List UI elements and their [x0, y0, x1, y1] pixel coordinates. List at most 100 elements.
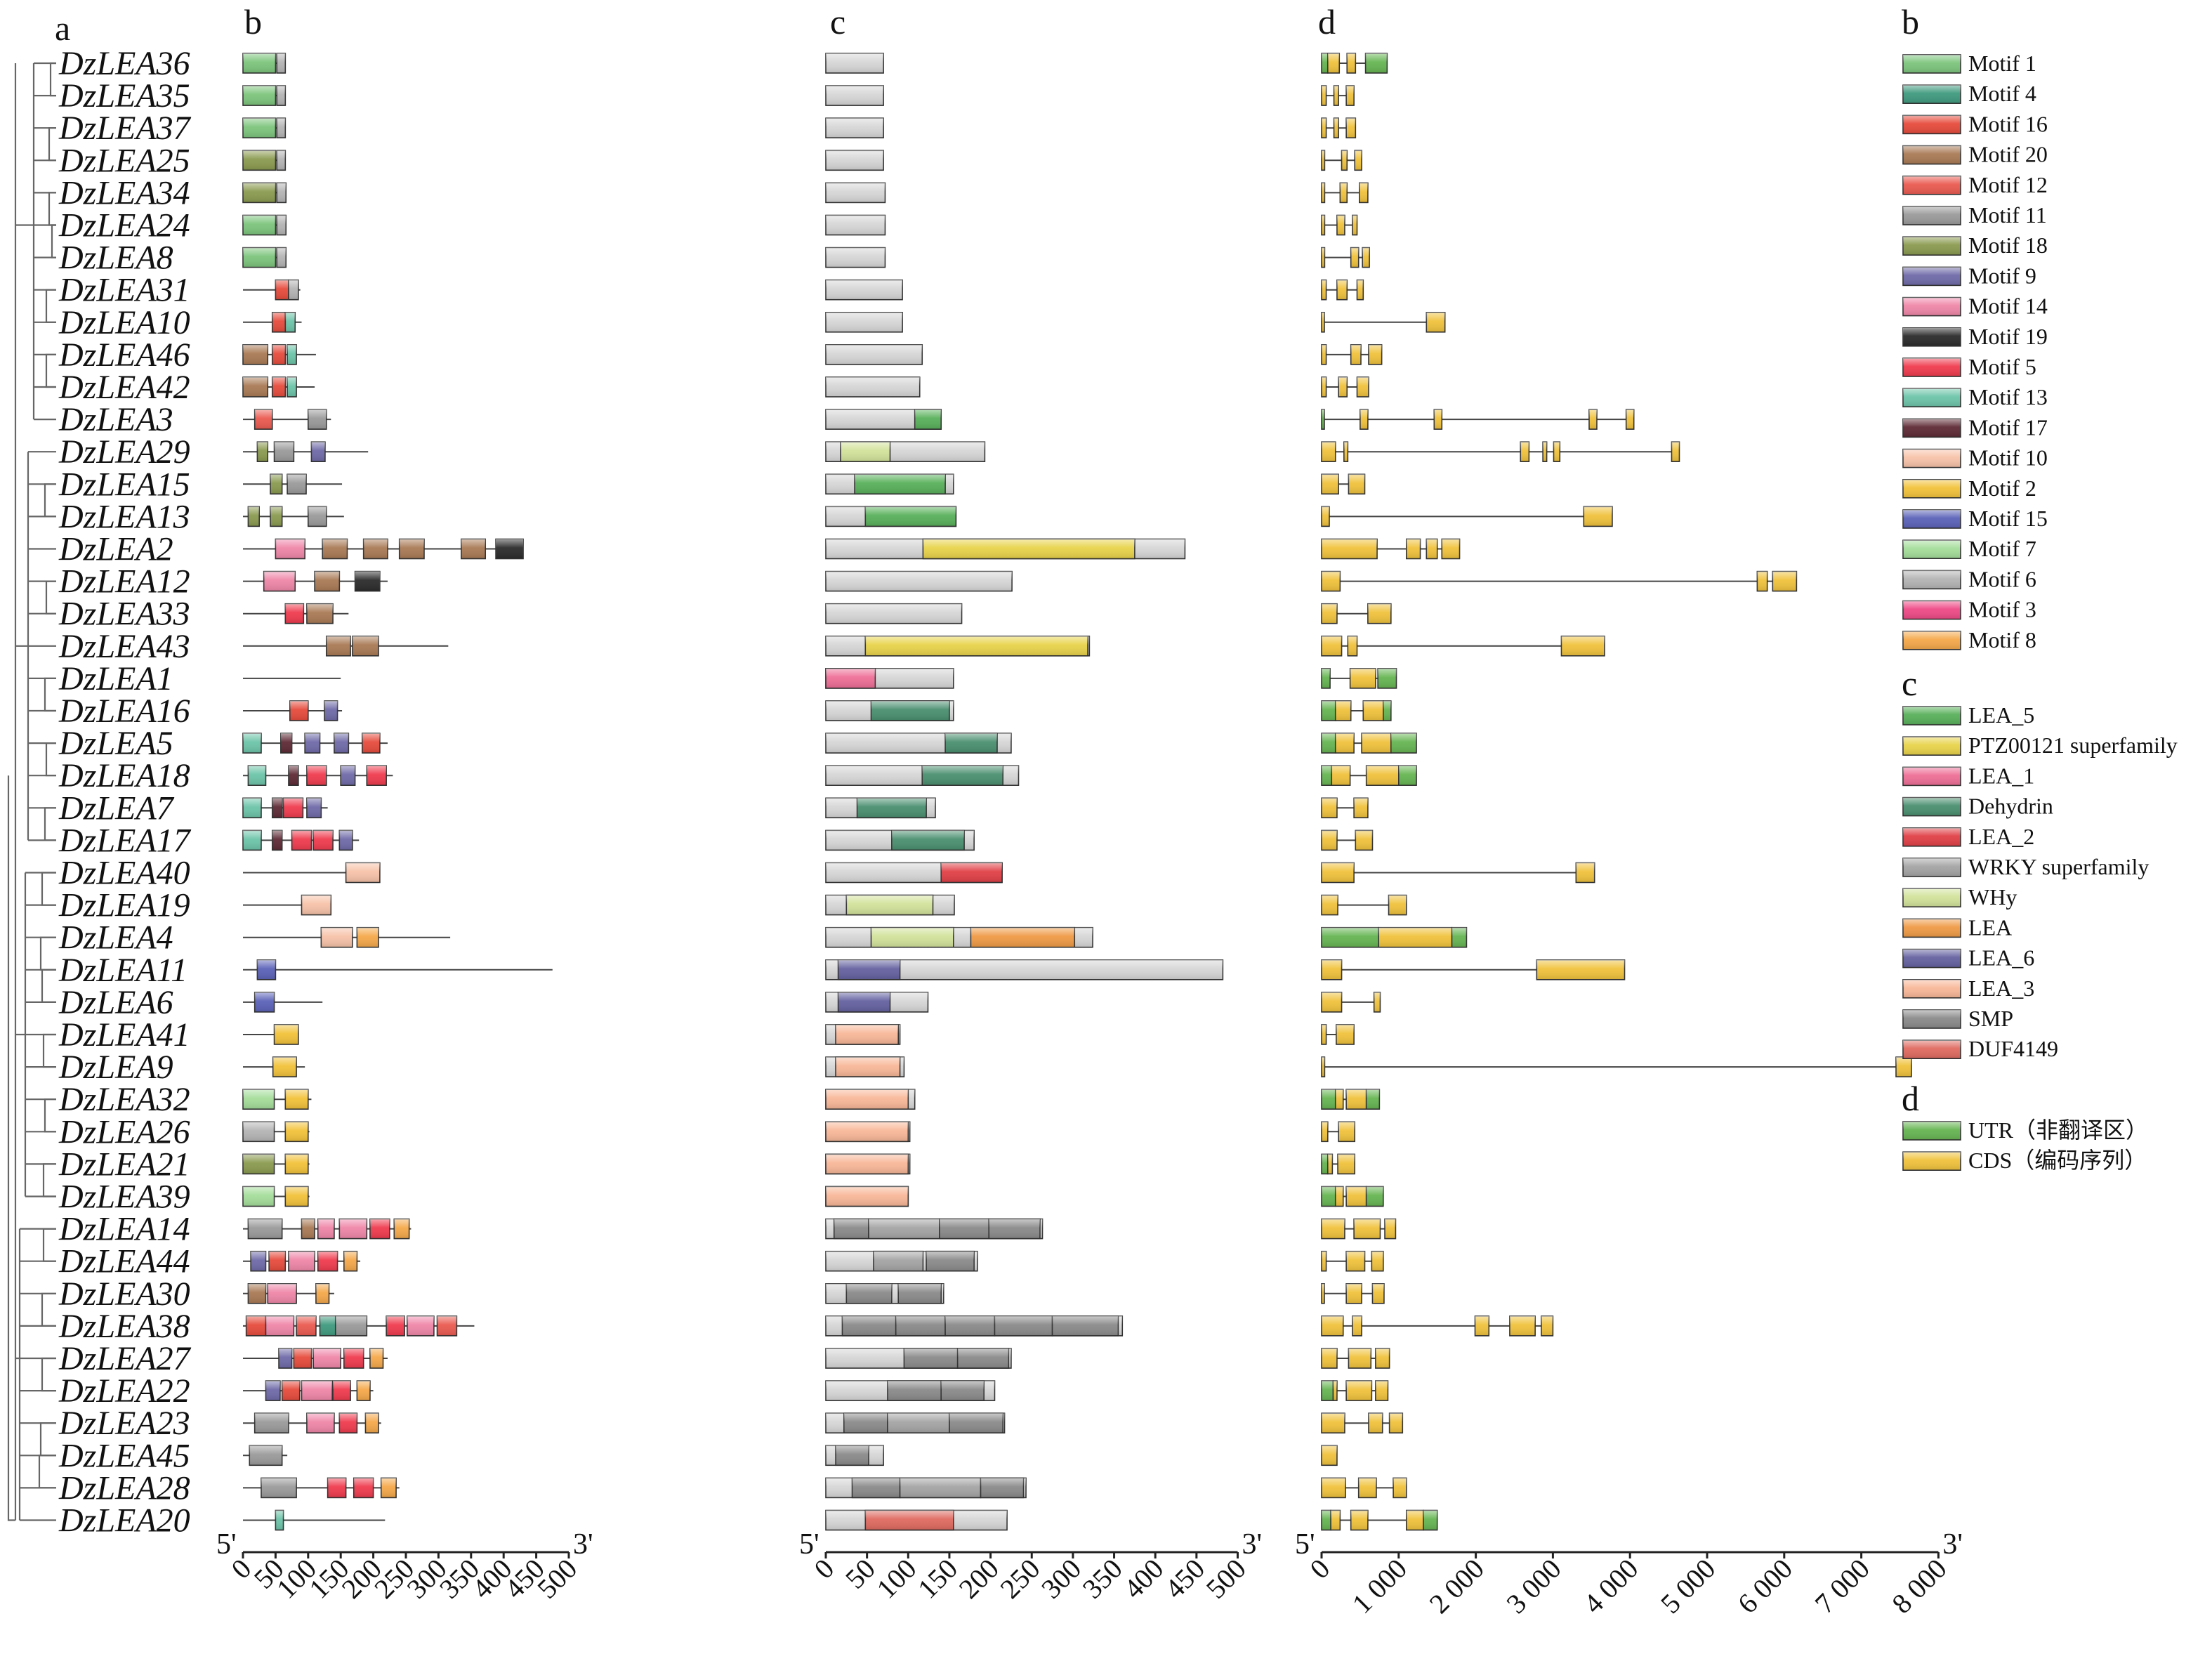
domain-block: [854, 473, 946, 495]
cds-block: [1368, 344, 1383, 365]
gene-label: DzLEA41: [58, 1016, 190, 1054]
gene-label: DzLEA13: [58, 498, 190, 535]
domain-block-sheen: [846, 895, 933, 915]
cds-block-sheen: [1322, 798, 1337, 818]
legend-swatch-sheen: [1903, 419, 1961, 438]
cds-block-sheen: [1336, 1025, 1355, 1044]
cds-block: [1334, 1186, 1344, 1207]
cds-block: [1345, 1186, 1367, 1207]
cds-block-sheen: [1322, 1445, 1337, 1466]
cds-block-sheen: [1357, 280, 1364, 300]
gene-label: DzLEA30: [58, 1275, 190, 1313]
domain-block: [835, 1056, 901, 1077]
domain-block: [903, 1348, 959, 1369]
motif-block: [291, 829, 312, 851]
cds-block: [1321, 311, 1325, 333]
motif-block-sheen: [285, 312, 296, 332]
motif-block-sheen: [269, 1251, 286, 1271]
cds-block: [1321, 1412, 1345, 1433]
legend-swatch-sheen: [1903, 267, 1961, 286]
cds-block: [1346, 53, 1357, 74]
legend-label: DUF4149: [1968, 1036, 2058, 1061]
cds-block-sheen: [1322, 571, 1341, 591]
motif-block: [366, 765, 387, 786]
cds-block-sheen: [1388, 895, 1407, 915]
utr-block: [1321, 53, 1329, 74]
gene-label: DzLEA3: [58, 401, 173, 438]
motif-block: [356, 1380, 371, 1401]
motif-block: [249, 1445, 283, 1466]
legend-swatch-sheen: [1903, 327, 1961, 346]
utr-block: [1321, 700, 1336, 721]
legend-label: WHy: [1968, 884, 2017, 910]
cds-block: [1338, 376, 1348, 398]
motif-block: [250, 1250, 267, 1272]
motif-block-sheen: [306, 1413, 334, 1433]
cds-block: [1336, 214, 1345, 236]
cds-block-sheen: [1757, 571, 1767, 591]
cds-block: [1345, 85, 1355, 106]
protein-bar-sheen: [826, 86, 884, 106]
domain-block: [940, 1380, 985, 1401]
tree-branch: [15, 224, 34, 1360]
motif-block-sheen: [301, 1381, 333, 1401]
motif-block: [362, 733, 381, 754]
domain-block: [914, 409, 942, 430]
domain-block-sheen: [871, 701, 949, 721]
motif-block: [284, 1121, 309, 1143]
legend-label: PTZ00121 superfamily: [1968, 733, 2178, 758]
cds-block: [1756, 570, 1768, 592]
cds-block-sheen: [1350, 247, 1359, 268]
cds-block: [1321, 214, 1326, 236]
legend-swatch: [1902, 327, 1961, 347]
motif-block: [242, 376, 269, 398]
motif-block-sheen: [355, 571, 380, 591]
legend-swatch: [1902, 570, 1961, 590]
cds-block-sheen: [1368, 1413, 1383, 1433]
cds-block-sheen: [1322, 1478, 1346, 1498]
protein-bar-sheen: [826, 215, 886, 235]
motif-block-sheen: [461, 539, 486, 559]
motif-block-sheen: [353, 1478, 374, 1498]
cds-block-sheen: [1541, 1315, 1553, 1336]
utr-block: [1321, 1380, 1334, 1401]
legend-label: Motif 10: [1968, 445, 2048, 471]
legend-swatch-sheen: [1903, 510, 1961, 528]
tree-branch: [44, 807, 56, 841]
utr-block-sheen: [1322, 1381, 1334, 1401]
domain-block-sheen: [836, 1025, 899, 1044]
cds-block: [1353, 797, 1369, 819]
domain-block: [1051, 1315, 1119, 1337]
utr-block: [1364, 53, 1388, 74]
motif-block: [287, 473, 307, 495]
legend-swatch: [1902, 796, 1961, 817]
domain-block-sheen: [922, 766, 1003, 786]
legend-label: Motif 3: [1968, 597, 2036, 622]
legend-swatch-sheen: [1903, 449, 1961, 468]
tree-branch: [42, 1033, 56, 1068]
gene-label: DzLEA33: [58, 596, 190, 633]
domain-block-sheen: [855, 474, 946, 494]
cds-block-sheen: [1322, 1219, 1345, 1239]
cds-block-sheen: [1561, 636, 1605, 656]
utr-block-sheen: [1423, 1510, 1437, 1530]
domain-block: [845, 1283, 893, 1304]
motif-block-sheen: [496, 539, 524, 559]
legend-label: Dehydrin: [1968, 794, 2053, 819]
gene-label: DzLEA5: [58, 725, 173, 762]
domain-block: [887, 1412, 950, 1433]
cds-block-sheen: [1406, 539, 1421, 559]
utr-block-sheen: [1378, 668, 1397, 688]
domain-block-sheen: [826, 1154, 909, 1174]
cds-block: [1321, 797, 1338, 819]
cds-block: [1341, 150, 1348, 171]
domain-block-sheen: [891, 830, 965, 851]
utr-block-sheen: [1322, 1089, 1336, 1110]
utr-block-sheen: [1322, 1154, 1328, 1174]
cds-block-sheen: [1378, 927, 1452, 947]
domain-block-sheen: [868, 1219, 940, 1239]
motif-block-sheen: [243, 1089, 275, 1110]
cds-block-sheen: [1343, 442, 1348, 462]
domain-block-sheen: [949, 1413, 1003, 1433]
cds-block-sheen: [1576, 862, 1595, 883]
